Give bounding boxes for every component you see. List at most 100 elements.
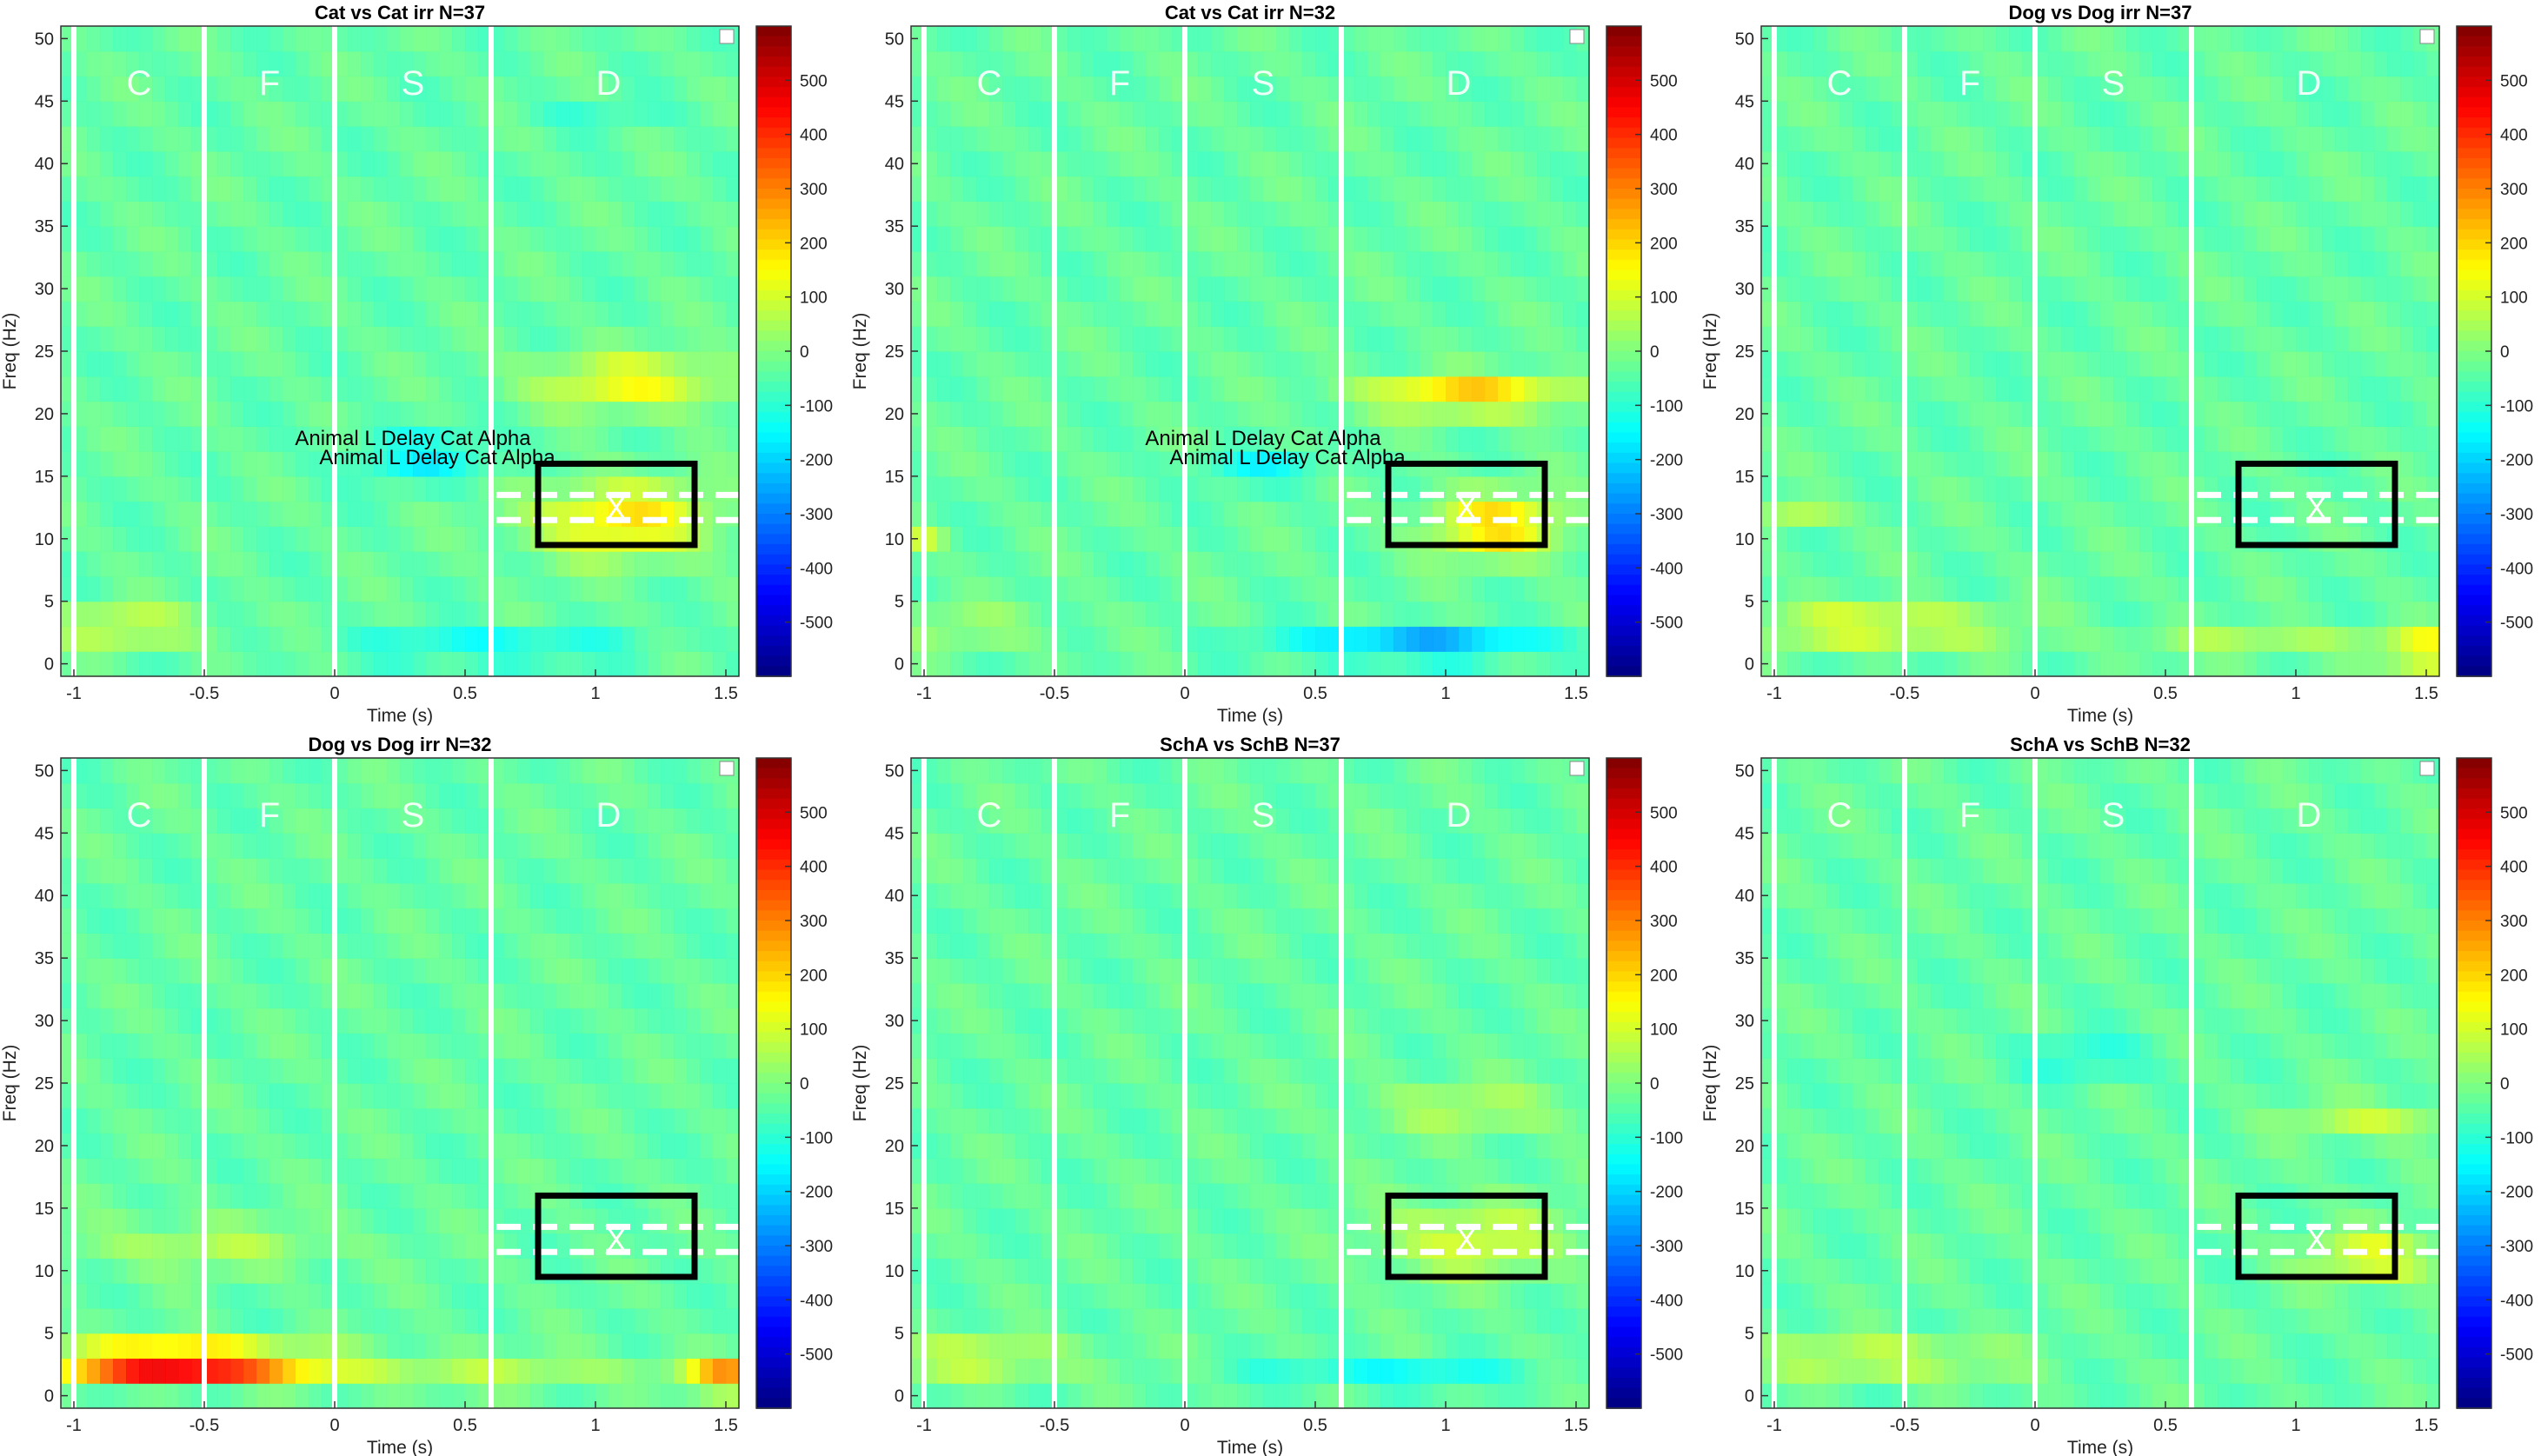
heatmap-cell — [1094, 250, 1108, 277]
heatmap-cell — [2257, 401, 2271, 427]
colorbar-segment — [1606, 422, 1641, 434]
heatmap-cell — [1068, 250, 1081, 277]
heatmap-cell — [1237, 626, 1251, 652]
heatmap-cell — [230, 1307, 244, 1334]
heatmap-cell — [1328, 601, 1342, 628]
heatmap-cell — [1198, 176, 1212, 202]
heatmap-cell — [309, 1307, 323, 1334]
heatmap-cell — [1172, 226, 1186, 252]
heatmap-cell — [1774, 26, 1788, 52]
heatmap-cell — [374, 101, 388, 127]
heatmap-cell — [465, 50, 479, 77]
heatmap-cell — [2139, 201, 2153, 227]
heatmap-cell — [1302, 401, 1316, 427]
heatmap-cell — [1826, 451, 1840, 477]
heatmap-cell — [1866, 601, 1879, 628]
heatmap-cell — [609, 176, 622, 202]
heatmap-cell — [1879, 351, 1892, 377]
heatmap-cell — [165, 526, 179, 552]
heatmap-cell — [1957, 351, 1971, 377]
heatmap-cell — [283, 808, 296, 834]
heatmap-cell — [100, 758, 114, 784]
heatmap-cell — [1931, 126, 1945, 152]
heatmap-cell — [256, 551, 270, 577]
heatmap-cell — [1879, 101, 1892, 127]
heatmap-cell — [452, 651, 466, 677]
heatmap-cell — [100, 626, 114, 652]
heatmap-cell — [569, 101, 583, 127]
heatmap-cell — [1354, 101, 1368, 127]
heatmap-cell — [2296, 126, 2310, 152]
heatmap-cell — [1537, 201, 1551, 227]
heatmap-cell — [243, 858, 257, 884]
heatmap-cell — [674, 50, 688, 77]
heatmap-cell — [230, 426, 244, 452]
heatmap-cell — [2296, 50, 2310, 77]
heatmap-cell — [100, 150, 114, 177]
heatmap-cell — [582, 376, 596, 402]
heatmap-cell — [348, 451, 362, 477]
heatmap-cell — [1172, 401, 1186, 427]
heatmap-cell — [309, 150, 323, 177]
heatmap-cell — [1276, 126, 1290, 152]
heatmap-cell — [1853, 126, 1866, 152]
heatmap-cell — [439, 451, 453, 477]
heatmap-cell — [1394, 101, 1407, 127]
heatmap-cell — [609, 226, 622, 252]
heatmap-cell — [1957, 26, 1971, 52]
heatmap-cell — [165, 958, 179, 984]
heatmap-cell — [243, 1383, 257, 1409]
heatmap-cell — [687, 26, 701, 52]
heatmap-cell — [426, 351, 440, 377]
heatmap-cell — [204, 601, 218, 628]
heatmap-cell — [1250, 176, 1264, 202]
heatmap-cell — [230, 1033, 244, 1059]
heatmap-cell — [1931, 301, 1945, 327]
colorbar-segment — [756, 127, 791, 139]
heatmap-cell — [2257, 250, 2271, 277]
heatmap-cell — [61, 326, 75, 352]
heatmap-cell — [937, 250, 951, 277]
heatmap-cell — [2270, 426, 2284, 452]
heatmap-cell — [1094, 76, 1108, 102]
heatmap-cell — [1159, 526, 1173, 552]
heatmap-cell — [1931, 50, 1945, 77]
heatmap-cell — [152, 575, 166, 602]
heatmap-cell — [1276, 626, 1290, 652]
heatmap-cell — [1302, 501, 1316, 527]
heatmap-cell — [1354, 50, 1368, 77]
heatmap-cell — [582, 601, 596, 628]
heatmap-cell — [309, 1007, 323, 1034]
heatmap-cell — [1002, 50, 1016, 77]
heatmap-cell — [1146, 426, 1160, 452]
heatmap-cell — [269, 1083, 283, 1109]
heatmap-cell — [2100, 26, 2114, 52]
heatmap-cell — [517, 176, 531, 202]
heatmap-cell — [374, 201, 388, 227]
heatmap-cell — [1524, 426, 1538, 452]
heatmap-cell — [230, 758, 244, 784]
x-tick-label: -0.5 — [1890, 684, 1919, 703]
colorbar-tick-label: -400 — [2500, 560, 2533, 578]
colorbar-segment — [1606, 452, 1641, 464]
heatmap-cell — [543, 101, 557, 127]
heatmap-cell — [465, 401, 479, 427]
phase-label: C — [1827, 64, 1853, 103]
heatmap-cell — [439, 26, 453, 52]
heatmap-cell — [726, 376, 740, 402]
heatmap-cell — [2178, 426, 2192, 452]
heatmap-cell — [113, 401, 127, 427]
heatmap-cell — [1015, 76, 1029, 102]
heatmap-cell — [1302, 150, 1316, 177]
heatmap-cell — [2296, 76, 2310, 102]
heatmap-cell — [283, 1383, 296, 1409]
heatmap-cell — [1041, 551, 1055, 577]
heatmap-cell — [635, 601, 649, 628]
heatmap-cell — [2035, 201, 2049, 227]
heatmap-cell — [413, 376, 427, 402]
heatmap-cell — [504, 301, 518, 327]
heatmap-cell — [256, 651, 270, 677]
heatmap-cell — [963, 301, 977, 327]
heatmap-cell — [178, 1383, 192, 1409]
heatmap-cell — [74, 1383, 88, 1409]
